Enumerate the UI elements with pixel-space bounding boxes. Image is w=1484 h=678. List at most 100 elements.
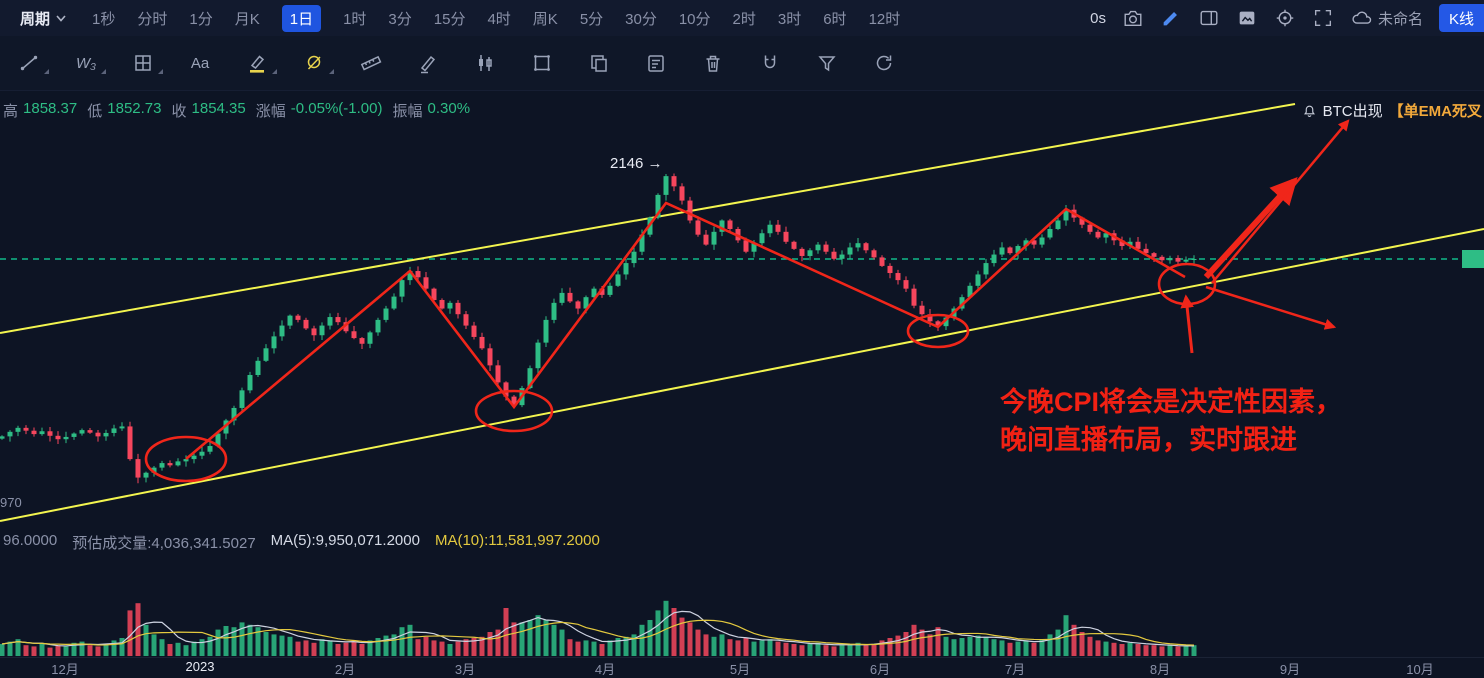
kline-button[interactable]: K线 xyxy=(1438,4,1484,32)
grid-tool-icon xyxy=(132,52,154,74)
alert-banner[interactable]: BTC出现 【单EMA死叉 xyxy=(1302,100,1482,121)
tool-marker-pen[interactable] xyxy=(415,50,441,76)
filter-tool-icon xyxy=(816,52,838,74)
timeframe-月K[interactable]: 月K xyxy=(234,10,260,28)
sync-edit-tool-icon xyxy=(873,52,895,74)
layout-icon[interactable] xyxy=(1198,7,1220,29)
tool-copy[interactable] xyxy=(586,50,612,76)
timeframe-2时[interactable]: 2时 xyxy=(732,10,756,28)
timeframe-3分[interactable]: 3分 xyxy=(388,10,412,28)
axis-month-2月: 2月 xyxy=(334,662,356,677)
axis-month-2023: 2023 xyxy=(185,659,215,674)
tool-sync-edit[interactable] xyxy=(871,50,897,76)
low-value: 1852.73 xyxy=(107,100,162,117)
tool-rectangle[interactable] xyxy=(529,50,555,76)
timeframe-12时[interactable]: 12时 xyxy=(868,10,901,28)
axis-month-7月: 7月 xyxy=(1004,662,1026,677)
high-label: 高 xyxy=(3,103,19,120)
delete-tool-icon xyxy=(702,52,724,74)
volume-ma10: MA(10):11,581,997.2000 xyxy=(434,532,600,549)
axis-month-9月: 9月 xyxy=(1279,662,1301,677)
close-value: 1854.35 xyxy=(191,100,246,117)
ohlc-row: 高 1858.37 低 1852.73 收 1854.35 涨幅 -0.05%(… xyxy=(3,100,480,121)
candle-countdown: 0s xyxy=(1090,9,1106,27)
axis-month-4月: 4月 xyxy=(594,662,616,677)
timeframe-1秒[interactable]: 1秒 xyxy=(92,10,116,28)
topbar-right: 0s 未命名 K线 xyxy=(1090,4,1484,32)
circle-highlight-tool-icon xyxy=(303,52,325,74)
cloud-icon xyxy=(1352,11,1372,24)
note-tool-icon xyxy=(645,52,667,74)
tool-note[interactable] xyxy=(643,50,669,76)
bell-icon xyxy=(1303,105,1315,117)
wave-tool-icon: W₃ xyxy=(75,54,97,72)
axis-month-8月: 8月 xyxy=(1149,662,1171,677)
magnet-tool-icon xyxy=(759,52,781,74)
tool-candle-pattern[interactable] xyxy=(472,50,498,76)
submenu-corner-icon xyxy=(101,69,106,74)
timeframe-1分[interactable]: 1分 xyxy=(189,10,213,28)
tool-text[interactable]: Aa xyxy=(187,50,213,76)
rectangle-tool-icon xyxy=(531,52,553,74)
cloud-layout[interactable]: 未命名 xyxy=(1350,7,1423,29)
image-icon[interactable] xyxy=(1236,7,1258,29)
camera-icon[interactable] xyxy=(1122,7,1144,29)
close-label: 收 xyxy=(171,103,187,120)
high-value: 1858.37 xyxy=(23,100,78,117)
timeframe-6时[interactable]: 6时 xyxy=(823,10,847,28)
top-bar: 周期 1秒 分时 1分 月K 1日 1时 3分 15分 4时 周K 5分 30分 10分 2时 3时 6时 12… xyxy=(0,0,1484,36)
axis-month-10月: 10月 xyxy=(1406,662,1434,677)
volume-scale-clip: 96.0000 xyxy=(3,532,58,549)
chart-area: 高 1858.37 低 1852.73 收 1854.35 涨幅 -0.05%(… xyxy=(0,91,1484,677)
timeframe-3时[interactable]: 3时 xyxy=(777,10,802,28)
highlighter-tool-icon xyxy=(246,52,268,74)
period-selector[interactable]: 周期 xyxy=(20,8,66,29)
peak-price-label: 2146 → xyxy=(610,155,663,172)
axis-month-5月: 5月 xyxy=(729,662,751,677)
timeframe-1时[interactable]: 1时 xyxy=(343,10,367,28)
draw-pencil-icon[interactable] xyxy=(1160,7,1182,29)
estimated-volume: 预估成交量:4,036,341.5027 xyxy=(72,535,256,552)
volume-ma5: MA(5):9,950,071.2000 xyxy=(270,532,420,549)
timeframe-周K[interactable]: 周K xyxy=(532,10,558,28)
tool-highlighter[interactable] xyxy=(244,50,277,76)
target-settings-icon[interactable] xyxy=(1274,7,1296,29)
timeframe-4时[interactable]: 4时 xyxy=(487,10,511,28)
trend-line-tool-icon xyxy=(18,52,40,74)
alert-highlight: 【单EMA死叉 xyxy=(1388,103,1482,120)
change-value: -0.05%(-1.00) xyxy=(290,100,383,117)
tool-circle-highlight[interactable] xyxy=(301,50,334,76)
drawing-toolbar: W₃ Aa xyxy=(0,36,1484,91)
trader-note: 今晚CPI将会是决定性因素， 晚间直播布局，实时跟进 xyxy=(1000,383,1342,459)
amplitude-value: 0.30% xyxy=(427,100,471,117)
tool-filter[interactable] xyxy=(814,50,840,76)
axis-month-3月: 3月 xyxy=(454,662,476,677)
submenu-corner-icon xyxy=(329,69,334,74)
submenu-corner-icon xyxy=(272,69,277,74)
timeframe-10分[interactable]: 10分 xyxy=(678,10,711,28)
timeframe-5分[interactable]: 5分 xyxy=(579,10,604,28)
submenu-corner-icon xyxy=(44,69,49,74)
low-label: 低 xyxy=(87,103,103,120)
tool-magnet[interactable] xyxy=(757,50,783,76)
axis-month-12月: 12月 xyxy=(51,662,79,677)
axis-month-6月: 6月 xyxy=(869,662,891,677)
chevron-down-icon xyxy=(56,14,66,22)
layout-name: 未命名 xyxy=(1377,10,1423,28)
tool-ruler[interactable] xyxy=(358,50,384,76)
fullscreen-icon[interactable] xyxy=(1312,7,1334,29)
tool-delete[interactable] xyxy=(700,50,726,76)
candlestick-chart[interactable] xyxy=(0,91,1484,672)
tool-grid[interactable] xyxy=(130,50,163,76)
tool-trend-line[interactable] xyxy=(16,50,49,76)
timeframe-分时[interactable]: 分时 xyxy=(137,10,168,28)
amplitude-label: 振幅 xyxy=(392,103,423,120)
text-tool-icon: Aa xyxy=(190,54,210,72)
timeframe-30分[interactable]: 30分 xyxy=(625,10,657,28)
alert-text: BTC出现 xyxy=(1322,103,1383,120)
period-label: 周期 xyxy=(20,10,51,28)
change-label: 涨幅 xyxy=(255,103,286,120)
timeframe-1日[interactable]: 1日 xyxy=(281,4,322,32)
timeframe-15分[interactable]: 15分 xyxy=(433,10,466,28)
tool-wave[interactable]: W₃ xyxy=(73,50,106,76)
